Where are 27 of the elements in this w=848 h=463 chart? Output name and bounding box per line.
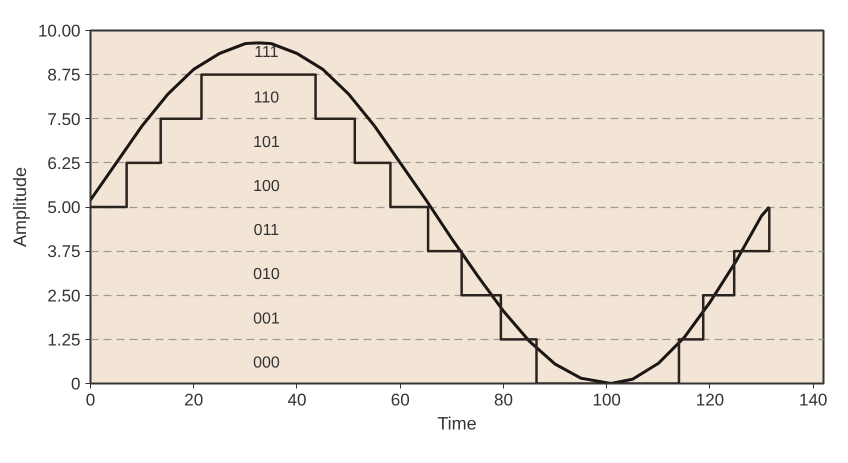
annotation: 101 (253, 134, 280, 151)
x-tick-label: 100 (592, 390, 621, 410)
annotation: 100 (253, 178, 280, 195)
x-tick-label: 120 (696, 390, 724, 410)
x-axis-title: Time (437, 414, 477, 434)
annotation: 010 (253, 266, 280, 284)
annotation: 001 (253, 310, 280, 328)
x-tick-label: 80 (494, 390, 513, 410)
x-tick-label: 20 (184, 390, 204, 410)
y-tick-label: 8.75 (47, 66, 81, 85)
y-tick-label: 0 (71, 374, 81, 394)
y-tick-label: 7.50 (47, 110, 81, 129)
y-tick-label: 6.25 (47, 154, 81, 173)
x-tick-label: 60 (390, 390, 410, 410)
y-tick-label: 10.00 (38, 22, 81, 40)
y-tick-label: 2.50 (47, 286, 81, 306)
x-tick-label: 140 (798, 390, 828, 410)
y-tick-label: 3.75 (47, 242, 81, 262)
annotation: 000 (253, 354, 280, 372)
annotation: 011 (254, 222, 280, 240)
y-tick-label: 1.25 (47, 330, 81, 350)
x-tick-label: 0 (86, 390, 96, 410)
annotation: 111 (254, 44, 279, 61)
x-tick-label: 40 (288, 390, 306, 410)
annotation: 110 (254, 90, 280, 107)
y-axis-title: Amplitude (10, 166, 30, 248)
y-tick-label: 5.00 (47, 198, 81, 217)
